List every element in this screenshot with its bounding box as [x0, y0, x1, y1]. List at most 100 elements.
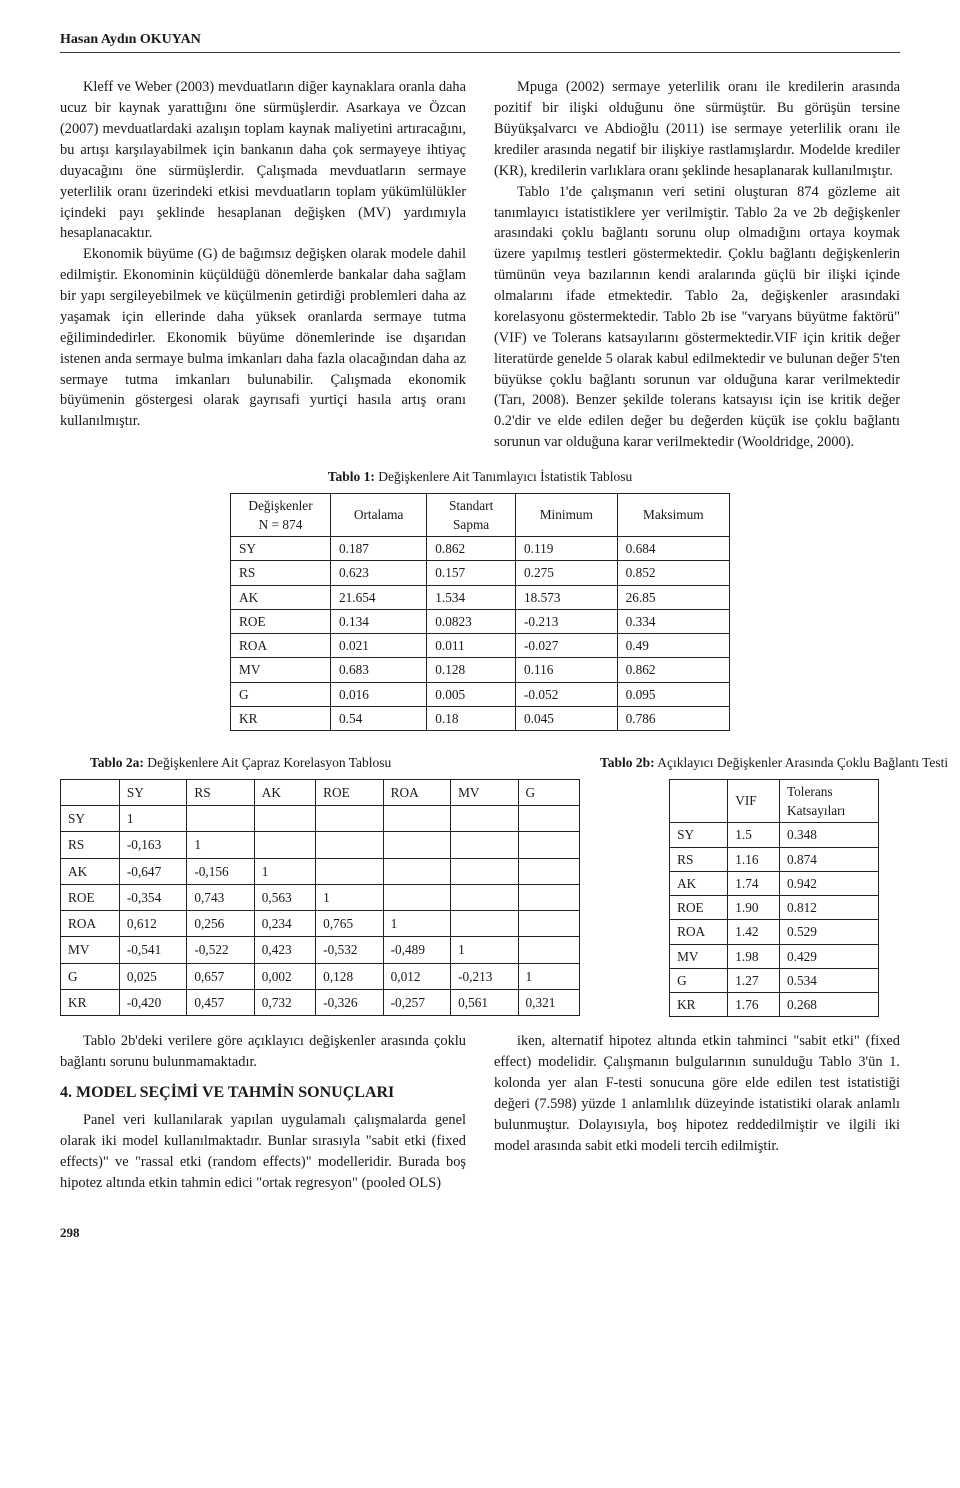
table-header-cell: Minimum: [516, 493, 618, 537]
cell: 0.334: [617, 609, 729, 633]
cell: VIF: [728, 779, 780, 823]
table-header-cell: Maksimum: [617, 493, 729, 537]
cell: 0.011: [427, 634, 516, 658]
cell: 0.862: [427, 537, 516, 561]
table-row: MV-0,541-0,5220,423-0,532-0,4891: [61, 937, 580, 963]
cell: 0,025: [119, 963, 186, 989]
cell: -0,257: [383, 989, 450, 1015]
body-paragraph: Ekonomik büyüme (G) de bağımsız değişken…: [60, 244, 466, 432]
cell: Tolerans Katsayıları: [779, 779, 878, 823]
cell: [518, 884, 579, 910]
cell: ROA: [231, 634, 331, 658]
table2a-caption-bold: Tablo 2a:: [90, 755, 144, 770]
table-row: KR-0,4200,4570,732-0,326-0,2570,5610,321: [61, 989, 580, 1015]
cell: 0.534: [779, 968, 878, 992]
body-paragraph: Mpuga (2002) sermaye yeterlilik oranı il…: [494, 77, 900, 181]
cell: [451, 911, 518, 937]
cell: [383, 884, 450, 910]
cell: 0.134: [331, 609, 427, 633]
cell: 1.90: [728, 896, 780, 920]
cell: ROA: [383, 779, 450, 805]
cell: 0,234: [254, 911, 315, 937]
cell: -0,354: [119, 884, 186, 910]
cell: 0.275: [516, 561, 618, 585]
table2a: SY RS AK ROE ROA MV G SY1 RS-0,1631 AK-0…: [60, 779, 580, 1016]
cell: MV: [670, 944, 728, 968]
cell: 0.268: [779, 993, 878, 1017]
cell: G: [231, 682, 331, 706]
cell: 18.573: [516, 585, 618, 609]
cell: [254, 832, 315, 858]
table-row: G0,0250,6570,0020,1280,012-0,2131: [61, 963, 580, 989]
cell: SY: [61, 806, 120, 832]
cell: 0.529: [779, 920, 878, 944]
cell: 0.128: [427, 658, 516, 682]
cell: -0.027: [516, 634, 618, 658]
cell: 0,732: [254, 989, 315, 1015]
cell: 0.786: [617, 707, 729, 731]
page-number: 298: [60, 1224, 900, 1243]
cell: 1.16: [728, 847, 780, 871]
cell: RS: [187, 779, 254, 805]
cell: [518, 911, 579, 937]
cell: RS: [670, 847, 728, 871]
cell: -0,532: [316, 937, 383, 963]
cell-text: Katsayıları: [787, 803, 845, 818]
cell: 0,657: [187, 963, 254, 989]
table-row: G0.0160.005-0.0520.095: [231, 682, 730, 706]
cell: [518, 806, 579, 832]
cell: [451, 806, 518, 832]
body-paragraph: Kleff ve Weber (2003) mevduatların diğer…: [60, 77, 466, 244]
cell: KR: [670, 993, 728, 1017]
cell-text: N = 874: [259, 517, 303, 532]
table2b: VIF Tolerans Katsayıları SY1.50.348 RS1.…: [669, 779, 879, 1018]
cell: ROE: [61, 884, 120, 910]
cell: G: [518, 779, 579, 805]
cell: 0.095: [617, 682, 729, 706]
cell: 1.27: [728, 968, 780, 992]
cell: [383, 806, 450, 832]
cell: 0.016: [331, 682, 427, 706]
cell: G: [670, 968, 728, 992]
table2b-caption-rest: Açıklayıcı Değişkenler Arasında Çoklu Ba…: [655, 755, 949, 770]
cell: AK: [254, 779, 315, 805]
table2a-caption-rest: Değişkenlere Ait Çapraz Korelasyon Tablo…: [144, 755, 391, 770]
table-row: SY1: [61, 806, 580, 832]
cell: ROA: [61, 911, 120, 937]
cell: 21.654: [331, 585, 427, 609]
cell: 0.021: [331, 634, 427, 658]
cell: 0,612: [119, 911, 186, 937]
cell: [316, 858, 383, 884]
cell: -0,522: [187, 937, 254, 963]
table-row: AK-0,647-0,1561: [61, 858, 580, 884]
cell: 26.85: [617, 585, 729, 609]
cell: 0,561: [451, 989, 518, 1015]
cell: MV: [231, 658, 331, 682]
cell: 0.045: [516, 707, 618, 731]
cell: MV: [451, 779, 518, 805]
bottom-paragraph: iken, alternatif hipotez altında etkin t…: [494, 1031, 900, 1156]
table-row: ROA0.0210.011-0.0270.49: [231, 634, 730, 658]
table-row: MV0.6830.1280.1160.862: [231, 658, 730, 682]
cell: 0.116: [516, 658, 618, 682]
cell: [187, 806, 254, 832]
table-row: MV1.980.429: [670, 944, 879, 968]
cell: 0,256: [187, 911, 254, 937]
cell: 1: [316, 884, 383, 910]
cell: 1.534: [427, 585, 516, 609]
cell: 0.862: [617, 658, 729, 682]
cell: -0.213: [516, 609, 618, 633]
cell: ROE: [670, 896, 728, 920]
cell: 0,002: [254, 963, 315, 989]
cell: 0,743: [187, 884, 254, 910]
cell: 0.942: [779, 871, 878, 895]
cell: 0.348: [779, 823, 878, 847]
table-row: Değişkenler N = 874 Ortalama Standart Sa…: [231, 493, 730, 537]
cell: -0,647: [119, 858, 186, 884]
cell: 1: [451, 937, 518, 963]
cell: 0.54: [331, 707, 427, 731]
cell: 1: [383, 911, 450, 937]
cell: [254, 806, 315, 832]
cell: 0.187: [331, 537, 427, 561]
cell: [518, 832, 579, 858]
